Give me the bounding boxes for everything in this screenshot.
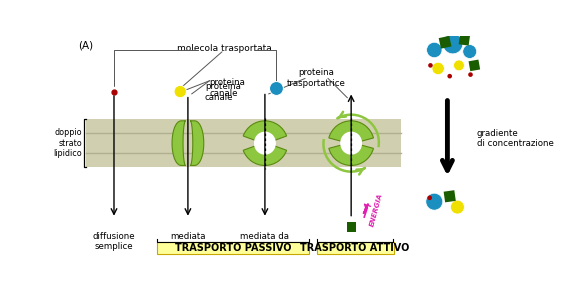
Text: doppio
strato
lipidico: doppio strato lipidico	[54, 128, 82, 158]
Text: mediata da
trasportatore: mediata da trasportatore	[237, 232, 293, 251]
Bar	[444, 190, 456, 202]
Text: ENERGIA: ENERGIA	[369, 193, 383, 228]
Circle shape	[340, 132, 362, 153]
Circle shape	[174, 85, 186, 98]
Text: TRASPORTO PASSIVO: TRASPORTO PASSIVO	[175, 243, 291, 253]
Circle shape	[468, 72, 473, 77]
Bar	[438, 36, 451, 49]
Bar	[85, 119, 401, 167]
Bar	[469, 60, 480, 71]
Text: (A): (A)	[78, 41, 94, 51]
Circle shape	[463, 45, 477, 58]
Wedge shape	[329, 121, 374, 144]
Text: proteina
canale: proteina canale	[205, 82, 241, 102]
Text: TRASPORTO ATTIVO: TRASPORTO ATTIVO	[300, 243, 409, 253]
Circle shape	[454, 60, 465, 71]
Circle shape	[270, 82, 284, 95]
Wedge shape	[329, 142, 374, 166]
Circle shape	[428, 63, 433, 68]
Circle shape	[432, 62, 444, 75]
Circle shape	[426, 193, 443, 210]
Wedge shape	[243, 121, 287, 144]
Circle shape	[447, 74, 452, 79]
Circle shape	[254, 132, 276, 153]
Polygon shape	[190, 121, 204, 166]
Bar	[157, 242, 309, 254]
Circle shape	[340, 133, 362, 155]
Circle shape	[451, 200, 465, 214]
Text: proteina
canale: proteina canale	[209, 79, 245, 98]
Text: gradiente
di concentrazione: gradiente di concentrazione	[477, 129, 553, 148]
Circle shape	[443, 34, 463, 54]
Polygon shape	[172, 121, 186, 166]
Circle shape	[254, 133, 276, 155]
Text: proteina
trasportatrice: proteina trasportatrice	[287, 68, 346, 88]
Text: diffusione
semplice: diffusione semplice	[93, 232, 135, 251]
Circle shape	[427, 196, 432, 200]
Text: molecola trasportata: molecola trasportata	[177, 44, 271, 53]
Text: mediata
da canale: mediata da canale	[167, 232, 209, 251]
Circle shape	[427, 42, 442, 58]
Bar	[459, 34, 470, 46]
Wedge shape	[243, 142, 287, 166]
Bar	[317, 242, 393, 254]
Bar	[346, 222, 356, 232]
